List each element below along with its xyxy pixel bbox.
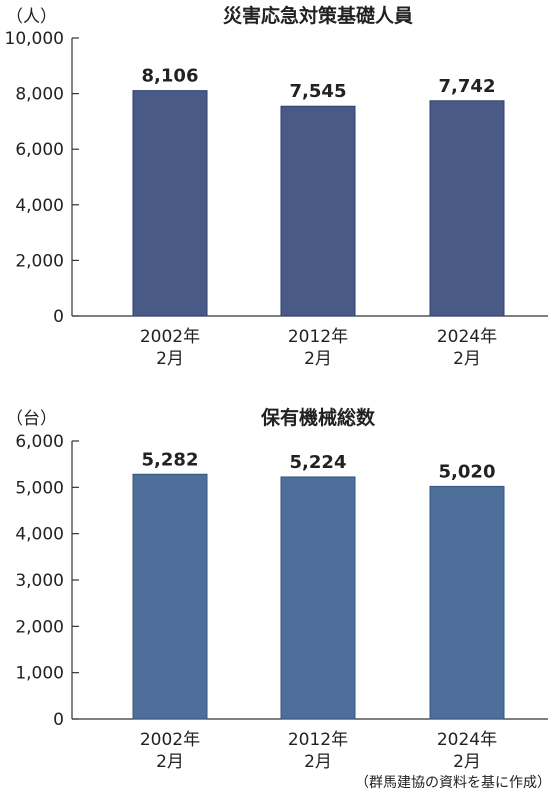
data-label: 5,282 (142, 449, 199, 470)
source-note: （群馬建協の資料を基に作成） (355, 775, 551, 791)
x-tick-label-month: 2月 (304, 752, 332, 772)
y-tick-label: 0 (53, 710, 64, 730)
x-tick-label-year: 2012年 (288, 730, 348, 750)
data-label: 7,742 (439, 76, 496, 97)
y-tick-label: 5,000 (15, 478, 64, 498)
bar (280, 105, 356, 317)
x-tick-label-year: 2012年 (288, 327, 348, 347)
y-tick-label: 4,000 (15, 525, 64, 545)
x-tick-label-year: 2002年 (140, 327, 200, 347)
y-tick-label: 0 (53, 307, 64, 327)
x-tick-label-month: 2月 (156, 349, 184, 369)
y-unit-label: （台） (6, 409, 57, 429)
y-tick-label: 10,000 (5, 29, 64, 49)
x-tick-label-month: 2月 (304, 349, 332, 369)
x-tick-label-year: 2002年 (140, 730, 200, 750)
y-tick-label: 8,000 (15, 85, 64, 105)
chart-title: 災害応急対策基礎人員 (223, 4, 413, 27)
chart-staff: 災害応急対策基礎人員 （人） 0 2,000 4,000 6,000 8,000 10,000… (5, 4, 548, 369)
y-tick-label: 3,000 (15, 571, 64, 591)
x-tick-label-month: 2月 (453, 752, 481, 772)
y-tick-label: 1,000 (15, 664, 64, 684)
y-tick-label: 2,000 (15, 617, 64, 637)
bar (429, 100, 505, 317)
x-tick-label-month: 2月 (156, 752, 184, 772)
data-label: 7,545 (290, 81, 347, 102)
bar (132, 90, 208, 317)
chart-title: 保有機械総数 (260, 406, 376, 429)
y-tick-label: 2,000 (15, 251, 64, 271)
y-tick-label: 6,000 (15, 140, 64, 160)
data-label: 8,106 (142, 66, 199, 87)
bar (280, 476, 356, 720)
x-tick-label-year: 2024年 (437, 327, 497, 347)
data-label: 5,224 (290, 452, 347, 473)
y-unit-label: （人） (6, 7, 57, 27)
x-tick-label-month: 2月 (453, 349, 481, 369)
x-tick-label-year: 2024年 (437, 730, 497, 750)
y-tick-label: 6,000 (15, 432, 64, 452)
bar (429, 485, 505, 720)
data-label: 5,020 (439, 461, 496, 482)
y-tick-label: 4,000 (15, 196, 64, 216)
bar (132, 473, 208, 720)
